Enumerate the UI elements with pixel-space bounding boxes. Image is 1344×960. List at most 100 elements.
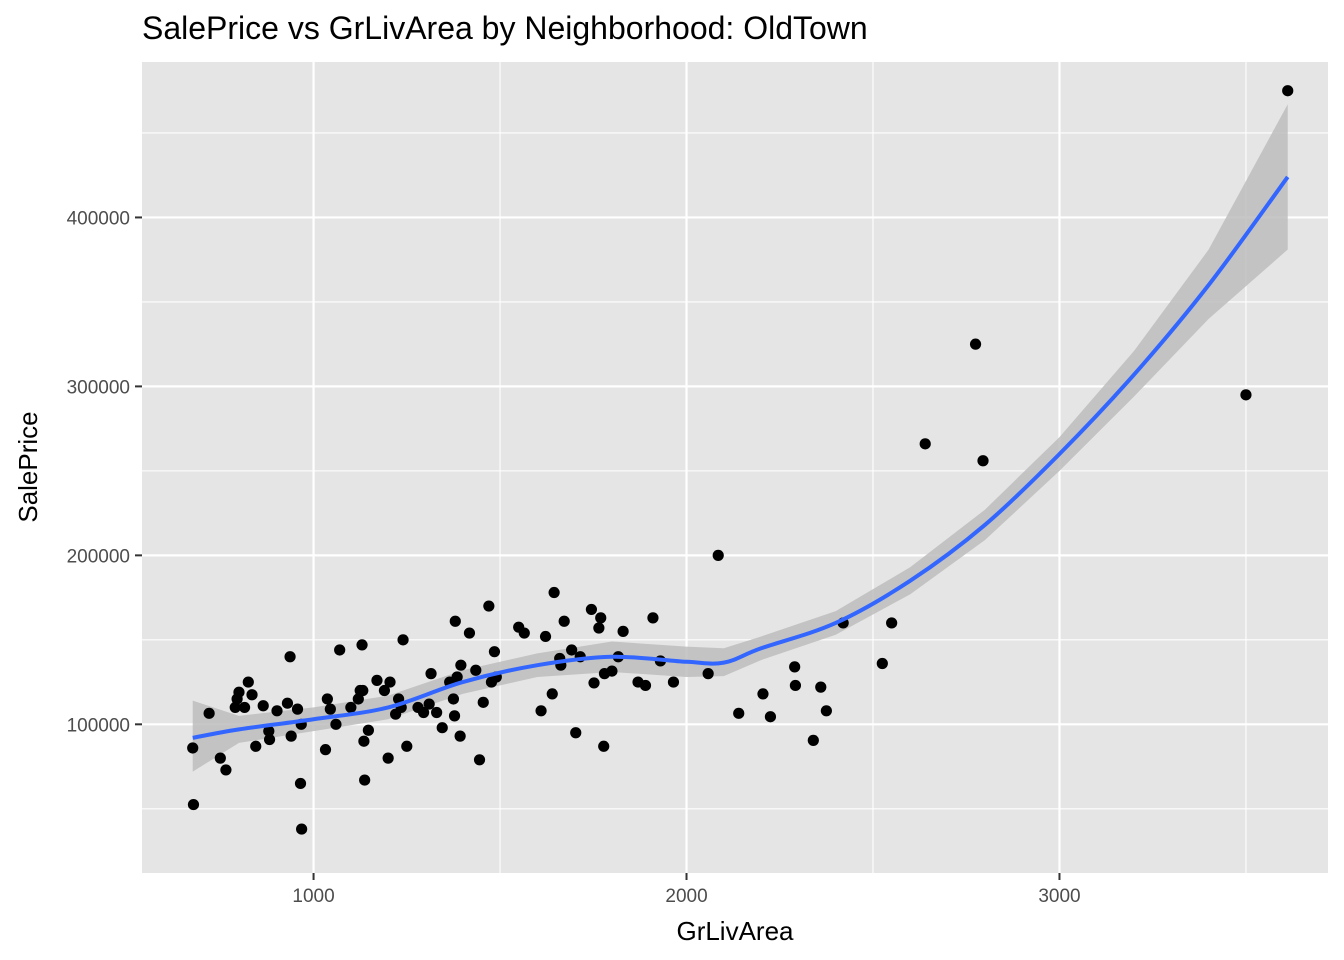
data-point bbox=[324, 703, 336, 715]
data-point bbox=[358, 735, 370, 747]
data-point bbox=[263, 733, 276, 746]
data-point bbox=[548, 586, 560, 599]
data-point bbox=[334, 644, 346, 656]
data-point bbox=[238, 701, 251, 714]
data-point bbox=[233, 686, 245, 698]
x-tick-label: 3000 bbox=[1038, 886, 1080, 907]
data-point bbox=[876, 657, 888, 670]
y-tick-label: 200000 bbox=[67, 546, 130, 567]
loess-smooth-line bbox=[192, 175, 1290, 740]
confidence-ribbon-layer bbox=[192, 104, 1288, 772]
data-point bbox=[330, 718, 342, 730]
data-point bbox=[246, 689, 258, 701]
data-point bbox=[977, 455, 989, 467]
x-tick-label: 2000 bbox=[665, 886, 707, 907]
data-point bbox=[431, 706, 443, 719]
data-point bbox=[757, 688, 769, 700]
data-point bbox=[647, 612, 659, 624]
data-point bbox=[470, 664, 482, 676]
data-point bbox=[357, 684, 369, 697]
data-point bbox=[518, 627, 530, 639]
data-point bbox=[417, 706, 430, 719]
data-point bbox=[566, 644, 578, 656]
data-point bbox=[789, 679, 802, 692]
data-point bbox=[356, 639, 368, 651]
data-point bbox=[483, 600, 495, 612]
data-point bbox=[401, 740, 413, 752]
data-point bbox=[242, 676, 254, 688]
data-point bbox=[588, 677, 600, 689]
data-point bbox=[702, 668, 714, 680]
data-point bbox=[585, 603, 598, 616]
chart-title: SalePrice vs GrLivArea by Neighborhood: … bbox=[142, 10, 868, 46]
data-point bbox=[203, 707, 215, 719]
plot-panel bbox=[142, 62, 1328, 873]
data-point bbox=[436, 722, 448, 734]
data-point bbox=[345, 701, 357, 714]
data-point bbox=[319, 744, 332, 756]
y-axis-title: SalePrice bbox=[13, 411, 43, 522]
data-point bbox=[229, 701, 241, 714]
data-point bbox=[764, 711, 777, 723]
data-point bbox=[919, 438, 931, 450]
data-point bbox=[546, 688, 558, 700]
data-point bbox=[815, 681, 827, 693]
x-tick-label: 1000 bbox=[292, 886, 334, 907]
data-point bbox=[477, 696, 489, 708]
data-point bbox=[296, 823, 308, 835]
data-point bbox=[285, 730, 297, 742]
data-point bbox=[220, 764, 232, 776]
data-point bbox=[284, 651, 296, 663]
y-tick-label: 400000 bbox=[67, 208, 130, 229]
data-point bbox=[789, 661, 801, 673]
data-point bbox=[639, 679, 652, 692]
data-point bbox=[488, 646, 501, 658]
data-point bbox=[617, 625, 629, 637]
data-point bbox=[214, 752, 226, 764]
data-point bbox=[593, 622, 605, 634]
data-point bbox=[558, 615, 570, 627]
data-point bbox=[712, 549, 724, 561]
data-point bbox=[1240, 389, 1252, 401]
data-point bbox=[570, 727, 582, 739]
data-point bbox=[595, 612, 607, 624]
data-point bbox=[598, 740, 610, 752]
data-point bbox=[447, 693, 460, 705]
y-tick-label: 100000 bbox=[67, 715, 130, 736]
data-point bbox=[371, 674, 383, 686]
data-point bbox=[886, 617, 898, 629]
data-point bbox=[362, 724, 374, 736]
data-point bbox=[294, 777, 307, 790]
data-point bbox=[473, 754, 486, 766]
data-point bbox=[807, 734, 819, 746]
smooth-line-layer bbox=[192, 175, 1290, 740]
x-axis-title: GrLivArea bbox=[676, 916, 794, 946]
data-point bbox=[263, 725, 275, 737]
data-point bbox=[321, 693, 333, 705]
data-point bbox=[667, 676, 680, 688]
data-point bbox=[384, 676, 396, 688]
data-point bbox=[382, 752, 394, 764]
y-tick-label: 300000 bbox=[67, 377, 130, 398]
data-point bbox=[539, 630, 552, 643]
data-point bbox=[455, 659, 467, 671]
data-point bbox=[271, 705, 283, 717]
data-point bbox=[257, 700, 269, 712]
data-point bbox=[187, 798, 200, 811]
data-point bbox=[451, 671, 463, 683]
data-point bbox=[454, 730, 466, 742]
data-point bbox=[423, 698, 435, 710]
data-point bbox=[359, 774, 371, 786]
data-point bbox=[378, 684, 391, 697]
data-point bbox=[606, 665, 618, 677]
x-axis: 1000 2000 3000 bbox=[292, 873, 1081, 907]
data-point bbox=[291, 703, 304, 715]
data-point bbox=[425, 668, 437, 680]
data-point bbox=[463, 627, 476, 639]
data-point bbox=[281, 697, 294, 709]
data-point bbox=[969, 338, 982, 350]
data-point bbox=[250, 740, 262, 752]
data-point bbox=[1282, 85, 1294, 97]
data-point bbox=[187, 742, 199, 754]
